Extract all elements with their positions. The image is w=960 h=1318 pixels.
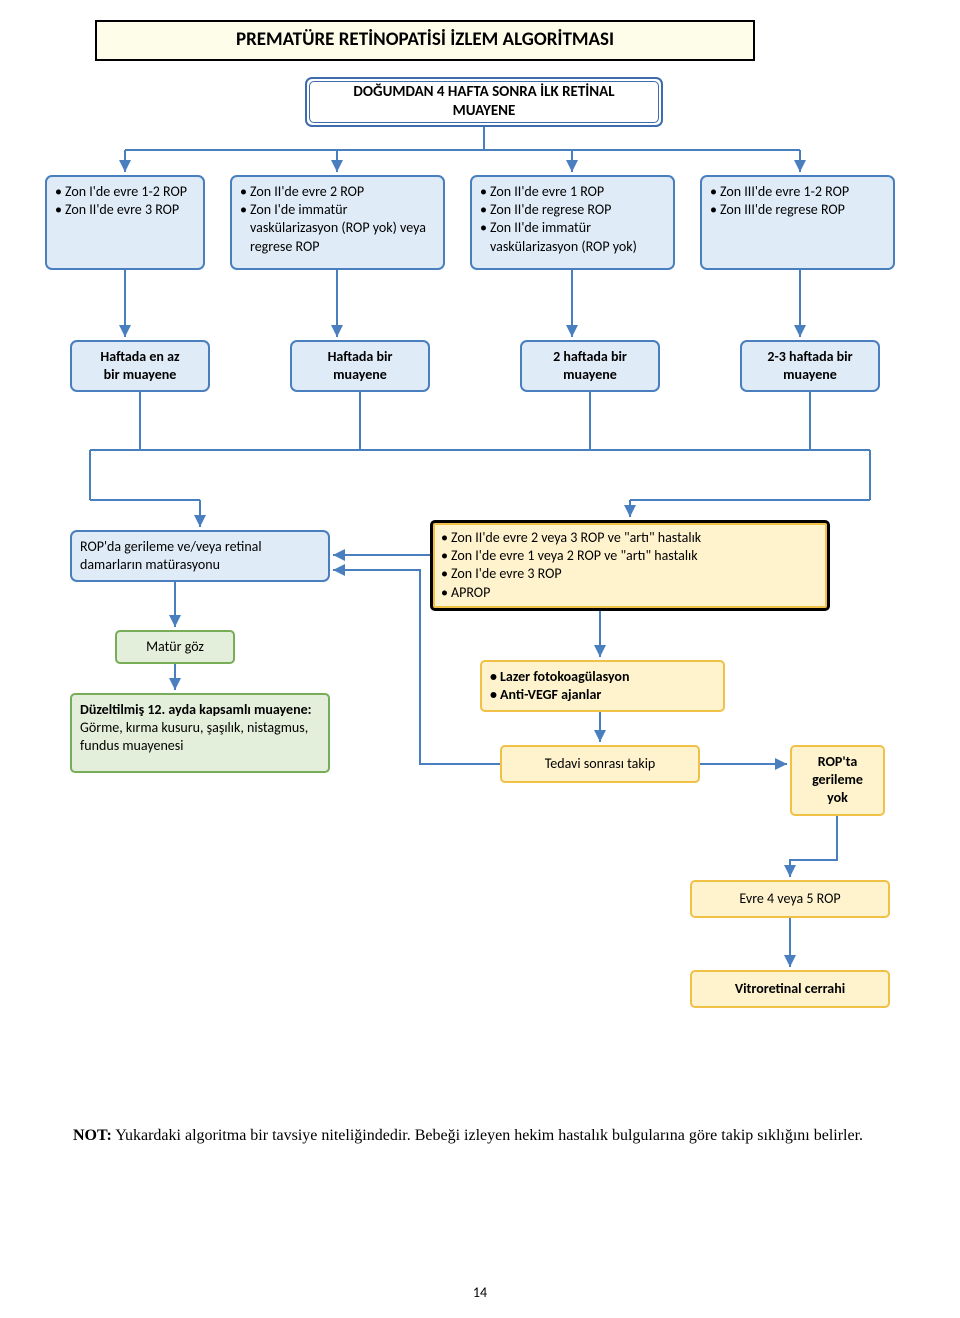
title-text: PREMATÜRE RETİNOPATİSİ İZLEM ALGORİTMASI xyxy=(236,28,614,53)
ropta-box: ROP'ta gerileme yok xyxy=(790,745,885,816)
row2-box-2-line-2: muayene xyxy=(333,366,387,384)
row2-box-2: Haftada bir muayene xyxy=(290,340,430,392)
page-number: 14 xyxy=(0,1278,960,1308)
severity-item-3: Zon I'de evre 3 ROP xyxy=(441,565,819,583)
row1-box-2-item-2: Zon I'de immatür vaskülarizasyon (ROP yo… xyxy=(240,201,435,256)
evre45-text: Evre 4 veya 5 ROP xyxy=(739,890,840,908)
start-box: DOĞUMDAN 4 HAFTA SONRA İLK RETİNAL MUAYE… xyxy=(305,77,663,127)
vitro-text: Vitroretinal cerrahi xyxy=(735,980,845,998)
duzeltilmis-bold: Düzeltilmiş 12. ayda kapsamlı muayene: xyxy=(80,701,312,718)
tedavi-text: Tedavi sonrası takip xyxy=(545,755,656,773)
vitro-box: Vitroretinal cerrahi xyxy=(690,970,890,1008)
row2-box-3-line-2: muayene xyxy=(563,366,617,384)
start-line-1: DOĞUMDAN 4 HAFTA SONRA İLK RETİNAL xyxy=(353,83,614,103)
gerileme-line-1: ROP'da gerileme ve/veya retinal xyxy=(80,538,320,556)
row1-box-3: Zon II'de evre 1 ROP Zon II'de regrese R… xyxy=(470,175,675,270)
row2-box-4-line-2: muayene xyxy=(783,366,837,384)
row1-box-4-item-2: Zon III'de regrese ROP xyxy=(710,201,885,219)
note-bold: NOT: xyxy=(73,1127,112,1144)
row1-box-1-item-2: Zon II'de evre 3 ROP xyxy=(55,201,195,219)
gerileme-box: ROP'da gerileme ve/veya retinal damarlar… xyxy=(70,530,330,582)
note-text: NOT: Yukardaki algoritma bir tavsiye nit… xyxy=(65,1115,895,1157)
row1-box-2-item-1: Zon II'de evre 2 ROP xyxy=(240,183,435,201)
ropta-line-3: yok xyxy=(827,789,848,807)
row2-box-4: 2-3 haftada bir muayene xyxy=(740,340,880,392)
ropta-line-1: ROP'ta xyxy=(818,753,858,771)
row2-box-3-line-1: 2 haftada bir xyxy=(553,348,627,366)
title-box: PREMATÜRE RETİNOPATİSİ İZLEM ALGORİTMASI xyxy=(95,20,755,61)
row2-box-2-line-1: Haftada bir xyxy=(328,348,393,366)
row2-box-1: Haftada en az bir muayene xyxy=(70,340,210,392)
start-box-inner: DOĞUMDAN 4 HAFTA SONRA İLK RETİNAL MUAYE… xyxy=(309,81,659,123)
severity-item-4: APROP xyxy=(441,584,819,602)
evre45-box: Evre 4 veya 5 ROP xyxy=(690,880,890,918)
gerileme-line-2: damarların matürasyonu xyxy=(80,556,320,574)
row1-box-3-item-1: Zon II'de evre 1 ROP xyxy=(480,183,665,201)
severity-item-2: Zon I'de evre 1 veya 2 ROP ve "artı" has… xyxy=(441,547,819,565)
severity-box: Zon II'de evre 2 veya 3 ROP ve "artı" ha… xyxy=(430,520,830,611)
row2-box-1-line-1: Haftada en az xyxy=(100,348,179,366)
row1-box-4: Zon III'de evre 1-2 ROP Zon III'de regre… xyxy=(700,175,895,270)
treatment-box: Lazer fotokoagülasyon Anti-VEGF ajanlar xyxy=(480,660,725,712)
tedavi-box: Tedavi sonrası takip xyxy=(500,745,700,783)
row1-box-3-item-3: Zon II'de immatür vaskülarizasyon (ROP y… xyxy=(480,219,665,255)
row1-box-1: Zon I'de evre 1-2 ROP Zon II'de evre 3 R… xyxy=(45,175,205,270)
start-line-2: MUAYENE xyxy=(453,102,516,122)
treatment-item-2: Anti-VEGF ajanlar xyxy=(490,686,715,704)
treatment-item-1: Lazer fotokoagülasyon xyxy=(490,668,715,686)
row2-box-1-line-2: bir muayene xyxy=(104,366,177,384)
flowchart-canvas: { "page_number": "14", "title_box": { "t… xyxy=(0,0,960,1318)
row1-box-4-item-1: Zon III'de evre 1-2 ROP xyxy=(710,183,885,201)
note-rest: Yukardaki algoritma bir tavsiye niteliği… xyxy=(112,1127,863,1144)
duzeltilmis-rest: Görme, kırma kusuru, şaşılık, nistagmus,… xyxy=(80,719,308,754)
matur-box: Matür göz xyxy=(115,630,235,664)
severity-item-1: Zon II'de evre 2 veya 3 ROP ve "artı" ha… xyxy=(441,529,819,547)
row1-box-1-item-1: Zon I'de evre 1-2 ROP xyxy=(55,183,195,201)
row1-box-2: Zon II'de evre 2 ROP Zon I'de immatür va… xyxy=(230,175,445,270)
row2-box-4-line-1: 2-3 haftada bir xyxy=(767,348,852,366)
row1-box-3-item-2: Zon II'de regrese ROP xyxy=(480,201,665,219)
row2-box-3: 2 haftada bir muayene xyxy=(520,340,660,392)
ropta-line-2: gerileme xyxy=(812,771,863,789)
duzeltilmis-box: Düzeltilmiş 12. ayda kapsamlı muayene: G… xyxy=(70,693,330,773)
matur-text: Matür göz xyxy=(146,638,204,656)
